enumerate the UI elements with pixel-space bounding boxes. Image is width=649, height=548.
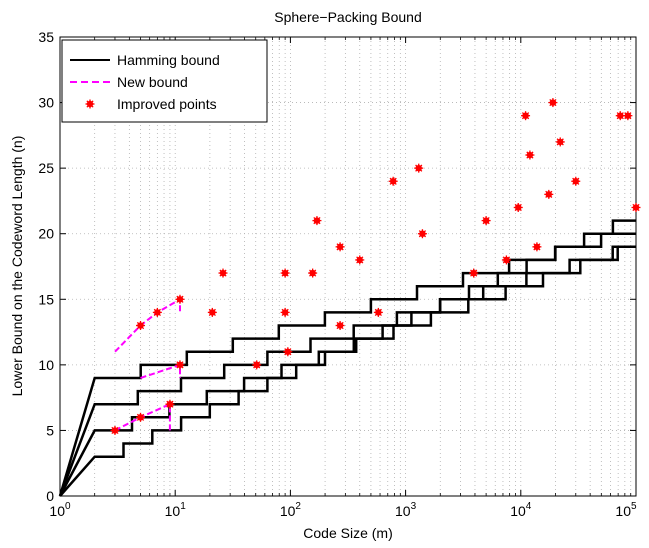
legend: Hamming bound New bound Improved points	[61, 39, 268, 123]
improved-point	[207, 307, 217, 317]
improved-point	[175, 294, 185, 304]
improved-point	[283, 347, 293, 357]
chart-title: Sphere−Packing Bound	[274, 9, 422, 25]
improved-point	[388, 176, 398, 186]
x-tick-label: 101	[165, 501, 187, 519]
improved-point	[218, 268, 228, 278]
improved-point	[152, 307, 162, 317]
improved-point	[312, 216, 322, 226]
y-tick-label: 0	[46, 488, 54, 504]
improved-point	[525, 150, 535, 160]
improved-point	[555, 137, 565, 147]
new-bound-segment-1	[114, 402, 171, 432]
improved-point	[481, 216, 491, 226]
legend-improved-star	[85, 99, 95, 109]
y-tick-label: 5	[46, 422, 54, 438]
improved-point	[417, 229, 427, 239]
improved-point	[548, 98, 558, 108]
x-tick-label: 104	[510, 501, 532, 519]
improved-point	[469, 268, 479, 278]
y-axis-label: Lower Bound on the Codeword Length (n)	[9, 136, 25, 397]
improved-point	[414, 163, 424, 173]
y-tick-label: 20	[38, 226, 54, 242]
y-tick-label: 15	[38, 291, 54, 307]
improved-point	[280, 307, 290, 317]
improved-point	[571, 176, 581, 186]
improved-point	[355, 255, 365, 265]
legend-newbound-label: New bound	[117, 74, 188, 90]
y-tick-label: 25	[38, 160, 54, 176]
legend-improved-marker	[85, 99, 95, 109]
axis-ticks: 100 101 102 103 104 105 0 5 10 15 20 25 30 35	[38, 29, 637, 519]
x-tick-label: 103	[395, 501, 417, 519]
improved-point	[615, 111, 625, 121]
x-tick-label: 102	[280, 501, 302, 519]
improved-point	[252, 360, 262, 370]
improved-point	[165, 399, 175, 409]
improved-point	[136, 412, 146, 422]
y-tick-label: 30	[38, 95, 54, 111]
hamming-curve-4	[58, 232, 636, 497]
hamming-curves	[58, 219, 636, 497]
x-tick-label: 100	[49, 501, 71, 519]
improved-point	[373, 307, 383, 317]
improved-point	[501, 255, 511, 265]
improved-point	[335, 321, 345, 331]
improved-point	[623, 111, 633, 121]
improved-point	[513, 202, 523, 212]
hamming-curve-3	[58, 245, 636, 497]
x-axis-label: Code Size (m)	[303, 525, 392, 541]
legend-hamming-label: Hamming bound	[117, 52, 220, 68]
improved-point	[631, 202, 641, 212]
improved-point	[335, 242, 345, 252]
improved-point	[110, 425, 120, 435]
improved-point	[521, 111, 531, 121]
y-tick-label: 35	[38, 29, 54, 45]
x-tick-label: 105	[615, 501, 637, 519]
legend-improved-label: Improved points	[117, 96, 217, 112]
improved-point	[544, 189, 554, 199]
improved-point	[308, 268, 318, 278]
improved-point	[136, 321, 146, 331]
improved-point	[532, 242, 542, 252]
y-tick-label: 10	[38, 357, 54, 373]
improved-points	[110, 98, 641, 435]
improved-point	[175, 360, 185, 370]
improved-point	[280, 268, 290, 278]
